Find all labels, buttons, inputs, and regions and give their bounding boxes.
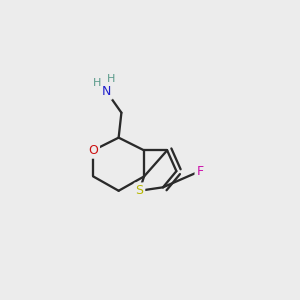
Text: N: N [102, 85, 111, 98]
Text: H: H [93, 78, 101, 88]
Text: F: F [196, 165, 203, 178]
Text: S: S [135, 184, 143, 197]
Text: H: H [107, 74, 115, 84]
Text: O: O [88, 144, 98, 157]
